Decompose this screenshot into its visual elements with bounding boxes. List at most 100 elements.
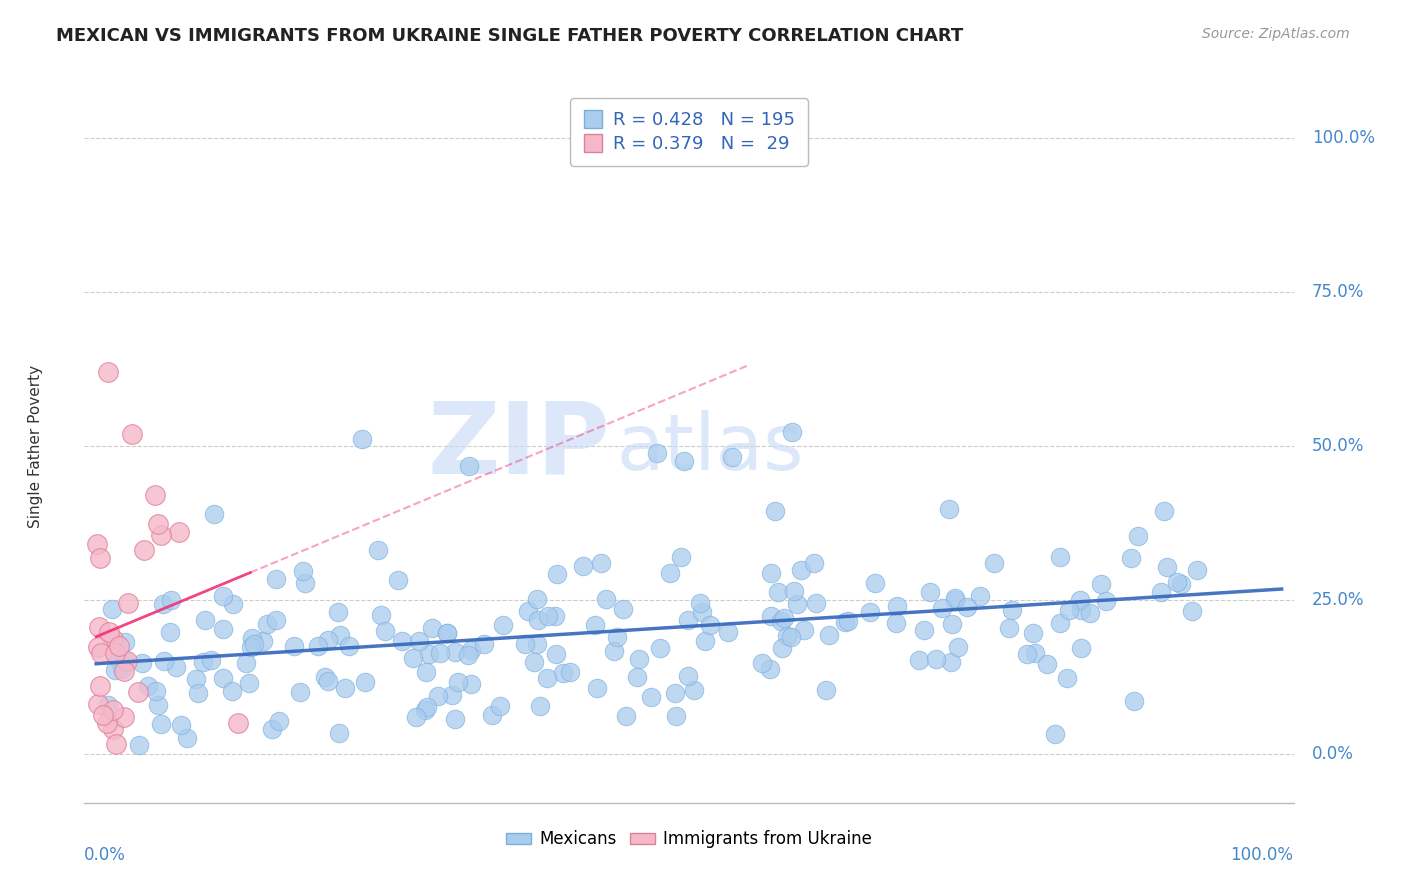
Point — [770, 640, 793, 655]
Point — [759, 662, 782, 676]
Point — [603, 643, 626, 657]
Point — [1166, 574, 1188, 589]
Point — [269, 714, 291, 729]
Point — [176, 731, 198, 745]
Point — [1070, 603, 1092, 617]
Point — [859, 605, 882, 619]
Point — [526, 637, 548, 651]
Point — [536, 609, 558, 624]
Text: ZIP: ZIP — [427, 398, 610, 494]
Point — [943, 591, 966, 605]
Point — [648, 641, 671, 656]
Point — [1056, 671, 1078, 685]
Point — [626, 669, 648, 683]
Point — [333, 681, 356, 695]
Point — [108, 653, 131, 667]
Point — [908, 653, 931, 667]
Point — [436, 625, 458, 640]
Point — [238, 676, 260, 690]
Point — [283, 640, 305, 654]
Point — [291, 564, 314, 578]
Point — [912, 623, 935, 637]
Point — [759, 566, 782, 580]
Point — [768, 585, 790, 599]
Point — [1057, 603, 1080, 617]
Point — [946, 640, 969, 654]
Point — [460, 676, 482, 690]
Point — [526, 592, 548, 607]
Point — [212, 589, 235, 603]
Point — [86, 537, 108, 551]
Point — [413, 702, 436, 716]
Point — [1150, 585, 1173, 599]
Point — [1045, 727, 1067, 741]
Point — [307, 639, 329, 653]
Point — [780, 425, 803, 439]
Point — [721, 450, 744, 464]
Point — [1181, 604, 1204, 618]
Point — [97, 365, 120, 379]
Point — [420, 621, 443, 635]
Point — [553, 665, 575, 680]
Point — [1153, 504, 1175, 518]
Point — [202, 508, 225, 522]
Text: 0.0%: 0.0% — [1312, 745, 1354, 763]
Point — [222, 597, 245, 611]
Point — [806, 596, 828, 610]
Point — [191, 655, 214, 669]
Point — [374, 624, 396, 638]
Point — [941, 617, 963, 632]
Point — [90, 646, 112, 660]
Point — [352, 432, 374, 446]
Point — [418, 647, 440, 661]
Point — [101, 602, 124, 616]
Point — [104, 737, 127, 751]
Point — [89, 551, 111, 566]
Point — [1090, 577, 1112, 591]
Point — [664, 686, 686, 700]
Point — [260, 722, 283, 736]
Point — [150, 717, 173, 731]
Point — [931, 600, 953, 615]
Point — [769, 614, 792, 628]
Point — [818, 628, 841, 642]
Point — [1156, 559, 1178, 574]
Point — [329, 628, 352, 642]
Point — [91, 707, 114, 722]
Point — [1049, 550, 1071, 565]
Point — [112, 664, 135, 678]
Point — [676, 669, 699, 683]
Point — [153, 654, 176, 668]
Point — [167, 525, 190, 540]
Point — [699, 617, 721, 632]
Point — [415, 665, 437, 679]
Point — [328, 726, 350, 740]
Point — [1095, 594, 1118, 608]
Point — [628, 652, 651, 666]
Point — [200, 653, 222, 667]
Point — [96, 715, 118, 730]
Point — [104, 663, 127, 677]
Point — [658, 566, 681, 580]
Point — [523, 655, 546, 669]
Point — [427, 689, 450, 703]
Point — [544, 608, 567, 623]
Point — [789, 563, 811, 577]
Point — [1021, 625, 1043, 640]
Point — [1078, 606, 1101, 620]
Point — [517, 604, 540, 618]
Point — [97, 698, 120, 712]
Point — [803, 556, 825, 570]
Point — [943, 593, 966, 607]
Point — [672, 454, 695, 468]
Point — [150, 528, 173, 542]
Point — [264, 614, 287, 628]
Point — [671, 549, 693, 564]
Legend: Mexicans, Immigrants from Ukraine: Mexicans, Immigrants from Ukraine — [499, 824, 879, 855]
Point — [136, 679, 159, 693]
Point — [775, 629, 797, 643]
Point — [606, 630, 628, 644]
Point — [405, 710, 427, 724]
Point — [939, 655, 962, 669]
Point — [243, 637, 266, 651]
